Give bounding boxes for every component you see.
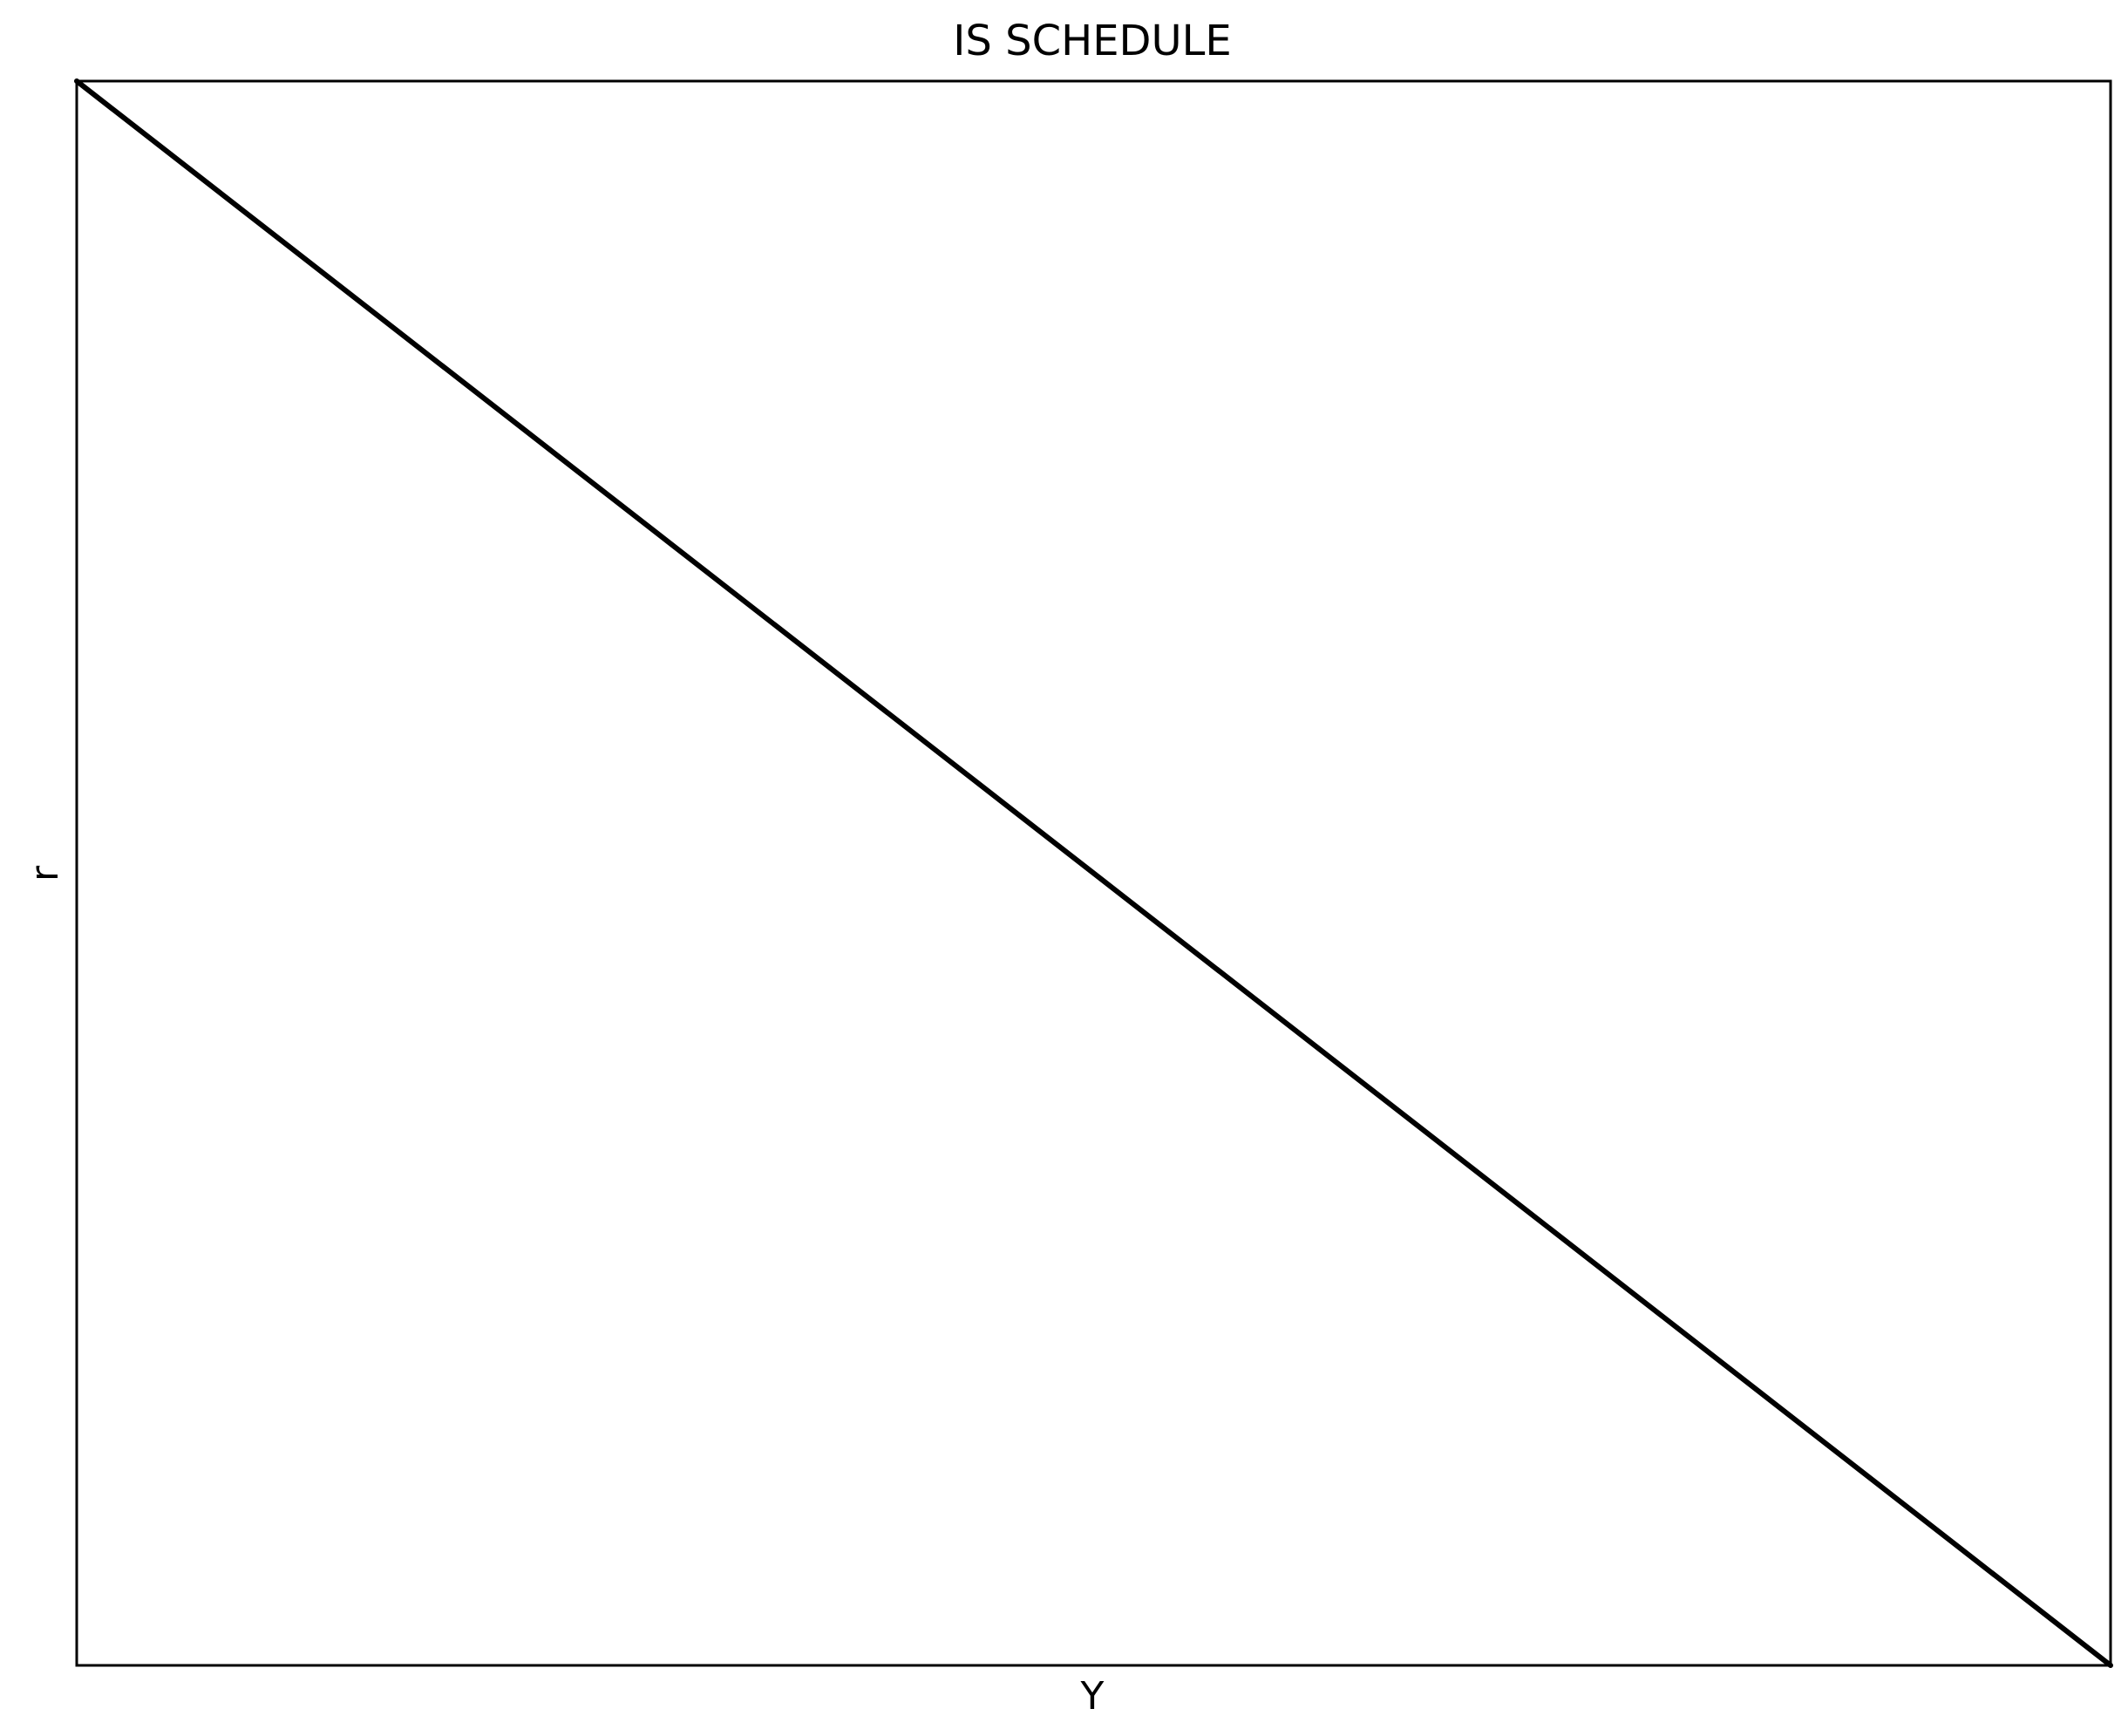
plot-frame bbox=[75, 79, 2112, 1667]
chart-title: IS SCHEDULE bbox=[953, 17, 1231, 65]
is-curve-line bbox=[74, 78, 2113, 1668]
y-axis-label: r bbox=[23, 865, 67, 882]
x-axis-label: Y bbox=[1080, 1674, 1105, 1719]
plot-area bbox=[74, 78, 2113, 1668]
